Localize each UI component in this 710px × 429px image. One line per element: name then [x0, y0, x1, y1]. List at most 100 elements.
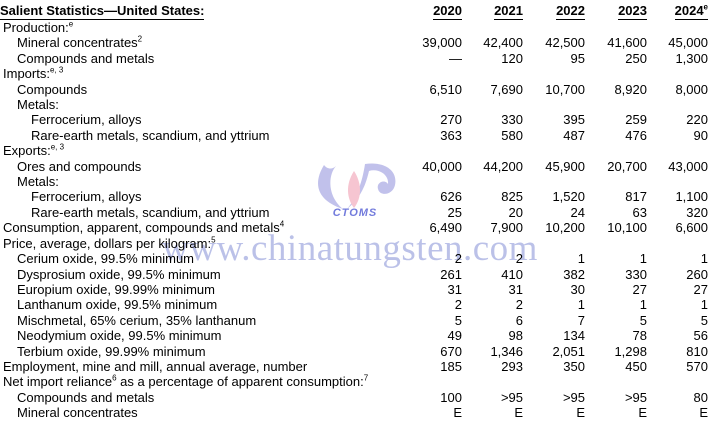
- value-cell: 27: [693, 281, 708, 297]
- value-cell: [462, 236, 523, 251]
- value-cell: 185: [440, 358, 462, 374]
- value-cell: 25: [447, 204, 462, 220]
- value-cell: [585, 174, 647, 189]
- value-cell: [523, 66, 585, 81]
- value-cell: 410: [501, 266, 523, 282]
- value-cell: 40,000: [422, 158, 462, 174]
- value-cell: >95: [624, 389, 647, 405]
- table-row: Imports:e, 3: [0, 66, 708, 81]
- table-row: Compounds 6,510 7,690 10,700 8,920 8,000: [0, 82, 708, 97]
- value-cell: 626: [440, 189, 462, 205]
- salient-statistics-table: Salient Statistics—United States: 2020 20…: [0, 3, 708, 421]
- value-cell: 6,490: [429, 220, 462, 236]
- table-row: Dysprosium oxide, 99.5% minimum 261 410 382…: [0, 267, 708, 282]
- row-label: Exports:e, 3: [3, 142, 65, 159]
- table-row: Mineral concentrates E E E E E: [0, 405, 708, 420]
- value-cell: [647, 143, 708, 158]
- value-cell: 98: [508, 328, 523, 344]
- value-cell: 134: [563, 328, 585, 344]
- value-cell: [523, 143, 585, 158]
- value-cell: 78: [632, 328, 647, 344]
- value-cell: 63: [632, 204, 647, 220]
- value-cell: E: [514, 405, 523, 421]
- value-cell: 350: [563, 358, 585, 374]
- value-cell: 27: [632, 281, 647, 297]
- value-cell: [585, 236, 647, 251]
- value-cell: 80: [693, 389, 708, 405]
- value-cell: 42,500: [545, 35, 585, 51]
- row-label: Rare-earth metals, scandium, and yttrium: [31, 204, 270, 220]
- value-cell: 10,100: [607, 220, 647, 236]
- value-cell: 7: [577, 312, 585, 328]
- row-label: Rare-earth metals, scandium, and yttrium: [31, 127, 270, 143]
- value-cell: 31: [447, 281, 462, 297]
- row-label: Metals:: [17, 174, 59, 190]
- table-title-cell: Salient Statistics—United States:: [0, 3, 390, 20]
- value-cell: [390, 374, 462, 389]
- value-cell: 1,520: [552, 189, 585, 205]
- value-cell: 363: [440, 127, 462, 143]
- value-cell: 5: [700, 312, 708, 328]
- value-cell: 120: [501, 50, 523, 66]
- table-row: Exports:e, 3: [0, 143, 708, 158]
- value-cell: [647, 174, 708, 189]
- value-cell: [462, 374, 523, 389]
- value-cell: 7,900: [490, 220, 523, 236]
- row-label: Cerium oxide, 99.5% minimum: [17, 251, 195, 267]
- value-cell: 1,100: [675, 189, 708, 205]
- value-cell: 817: [625, 189, 647, 205]
- value-cell: 2: [454, 297, 462, 313]
- value-cell: 10,700: [545, 81, 585, 97]
- value-cell: 1: [577, 297, 585, 313]
- value-cell: [523, 20, 585, 35]
- value-cell: E: [638, 405, 647, 421]
- row-label: Mineral concentrates2: [17, 35, 143, 51]
- value-cell: 5: [639, 312, 647, 328]
- value-cell: 293: [501, 358, 523, 374]
- value-cell: [647, 236, 708, 251]
- row-label: Terbium oxide, 99.99% minimum: [17, 343, 206, 359]
- value-cell: 44,200: [483, 158, 523, 174]
- value-cell: 30: [570, 281, 585, 297]
- value-cell: 45,900: [545, 158, 585, 174]
- table-row: Cerium oxide, 99.5% minimum 2 2 1 1 1: [0, 251, 708, 266]
- watermark-layer: CTOMS www.chinatungsten.com: [0, 3, 710, 429]
- row-label: Mischmetal, 65% cerium, 35% lanthanum: [17, 312, 257, 328]
- value-cell: 6: [515, 312, 523, 328]
- table-row: Terbium oxide, 99.99% minimum 670 1,346 2,0…: [0, 344, 708, 359]
- table-row: Neodymium oxide, 99.5% minimum 49 98 134 78 5…: [0, 328, 708, 343]
- row-label: Metals:: [17, 97, 59, 113]
- table-title: Salient Statistics—United States:: [0, 3, 205, 20]
- value-cell: [647, 20, 708, 35]
- value-cell: [647, 97, 708, 112]
- value-cell: 450: [625, 358, 647, 374]
- value-cell: 580: [501, 127, 523, 143]
- value-cell: [390, 20, 462, 35]
- value-cell: 6,600: [675, 220, 708, 236]
- value-cell: 1: [700, 297, 708, 313]
- value-cell: 41,600: [607, 35, 647, 51]
- value-cell: [462, 66, 523, 81]
- value-cell: 10,200: [545, 220, 585, 236]
- value-cell: 45,000: [668, 35, 708, 51]
- logo-text: CTOMS: [332, 207, 378, 219]
- row-label: Ferrocerium, alloys: [31, 189, 142, 205]
- row-label: Net import reliance6 as a percentage of …: [3, 374, 369, 390]
- value-cell: 1: [639, 251, 647, 267]
- row-label: Price, average, dollars per kilogram:5: [3, 235, 216, 251]
- table-row: Consumption, apparent, compounds and met…: [0, 220, 708, 235]
- value-cell: 5: [454, 312, 462, 328]
- value-cell: 56: [693, 328, 708, 344]
- row-label: Mineral concentrates: [17, 405, 138, 421]
- value-cell: 39,000: [422, 35, 462, 51]
- table-row: Compounds and metals — 120 95 250 1,300: [0, 51, 708, 66]
- value-cell: [390, 97, 462, 112]
- value-cell: 8,920: [614, 81, 647, 97]
- year-header: 2020: [433, 3, 462, 20]
- table-row: Europium oxide, 99.99% minimum 31 31 30 27 27: [0, 282, 708, 297]
- row-label: Ferrocerium, alloys: [31, 112, 142, 128]
- value-cell: 330: [501, 112, 523, 128]
- value-cell: 6,510: [429, 81, 462, 97]
- row-label: Imports:e, 3: [3, 65, 64, 82]
- row-label: Compounds: [17, 81, 88, 97]
